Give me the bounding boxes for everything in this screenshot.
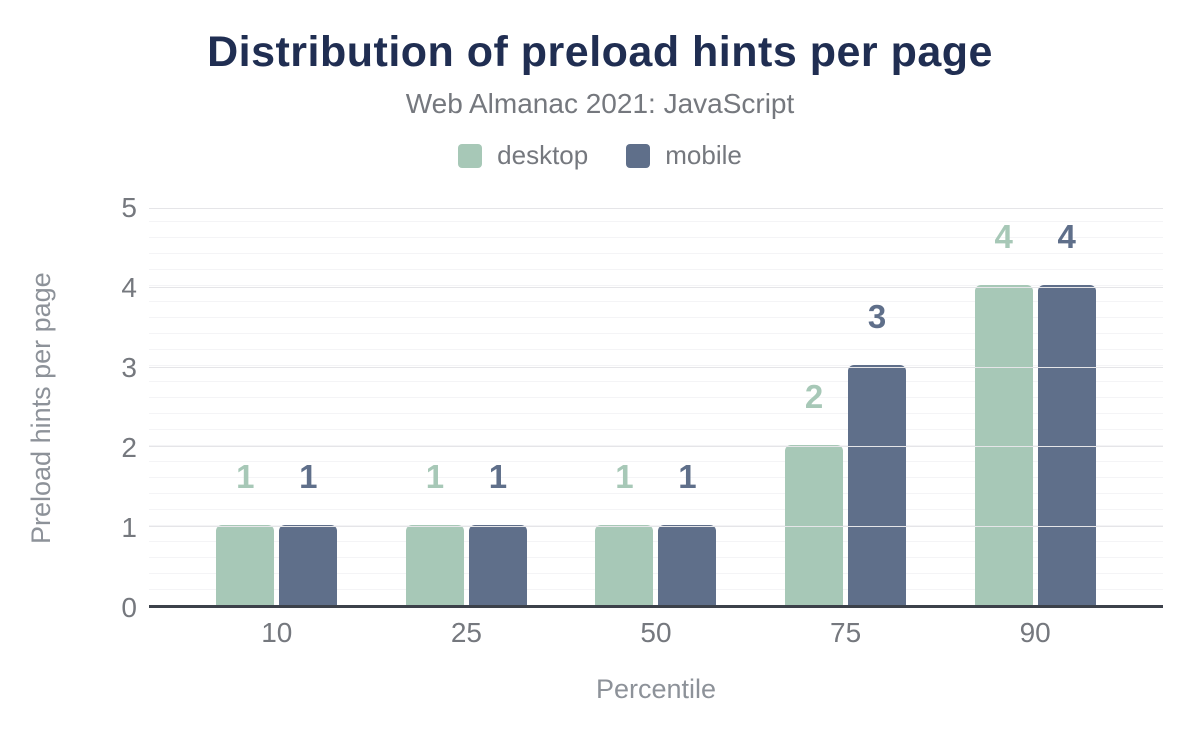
desktop-bar-p10[interactable] [216, 525, 275, 605]
x-tick-label-75: 75 [830, 617, 862, 648]
y-tick-label-0: 0 [121, 592, 137, 623]
y-tick-label-2: 2 [121, 432, 137, 463]
y-tick-label-1: 1 [121, 512, 137, 543]
major-gridline-2 [149, 446, 1163, 448]
mobile-bar-p25[interactable] [468, 525, 527, 605]
chart-subtitle: Web Almanac 2021: JavaScript [405, 88, 795, 119]
x-axis-title: Percentile [595, 674, 717, 704]
desktop-bar-wrap-p10: 1 [216, 458, 275, 605]
x-tick-label-50: 50 [640, 617, 672, 648]
desktop-bar-value-label-p75: 2 [804, 378, 824, 415]
chart-title: Distribution of preload hints per page [207, 28, 993, 76]
desktop-bar-value-label-p50: 1 [615, 458, 634, 495]
mobile-bar-p50[interactable] [658, 525, 717, 605]
legend-label-desktop: desktop [497, 140, 589, 170]
mobile-bar-value-label-p25: 1 [488, 458, 508, 495]
major-gridline-5 [149, 208, 1163, 209]
desktop-bar-wrap-p90: 4 [974, 218, 1033, 605]
y-axis-ticks: 0 1 2 3 4 5 [0, 194, 137, 622]
mobile-bar-value-label-p75: 3 [867, 298, 887, 335]
major-gridline-4 [149, 287, 1163, 289]
legend-item-desktop: desktop [458, 140, 588, 171]
y-tick-label-5: 5 [121, 192, 137, 223]
desktop-swatch-icon [458, 143, 483, 168]
mobile-bar-wrap-p50: 1 [658, 458, 717, 605]
mobile-swatch-icon [626, 143, 651, 168]
major-gridline-1 [149, 525, 1163, 527]
mobile-bar-value-label-p10: 1 [299, 458, 318, 495]
desktop-bar-p25[interactable] [405, 525, 464, 605]
desktop-bar-value-label-p10: 1 [236, 458, 255, 495]
desktop-bar-wrap-p75: 2 [785, 378, 844, 605]
x-axis-ticks: 10 25 50 75 90 [149, 617, 1163, 649]
mobile-bar-p90[interactable] [1037, 285, 1096, 605]
desktop-bar-p50[interactable] [595, 525, 654, 605]
mobile-bar-p75[interactable] [848, 365, 907, 605]
desktop-bar-wrap-p25: 1 [405, 458, 464, 605]
mobile-bar-p10[interactable] [279, 525, 338, 605]
desktop-bar-p75[interactable] [785, 445, 844, 605]
x-tick-label-10: 10 [261, 617, 293, 648]
mobile-bar-value-label-p90: 4 [1057, 218, 1076, 255]
legend-label-mobile: mobile [665, 140, 742, 170]
major-gridline-3 [149, 366, 1163, 368]
legend-item-mobile: mobile [626, 140, 742, 171]
mobile-bar-wrap-p10: 1 [279, 458, 338, 605]
x-tick-label-90: 90 [1019, 617, 1051, 648]
mobile-bar-wrap-p90: 4 [1037, 218, 1096, 605]
mobile-bar-wrap-p25: 1 [468, 458, 527, 605]
y-tick-label-4: 4 [121, 272, 137, 303]
desktop-bar-wrap-p50: 1 [595, 458, 654, 605]
mobile-bar-wrap-p75: 3 [848, 298, 907, 605]
desktop-bar-p90[interactable] [974, 285, 1033, 605]
y-tick-label-3: 3 [121, 352, 137, 383]
desktop-bar-value-label-p25: 1 [425, 458, 445, 495]
desktop-bar-value-label-p90: 4 [994, 218, 1013, 255]
legend: desktop mobile [0, 140, 1200, 171]
x-tick-label-25: 25 [450, 617, 482, 648]
mobile-bar-value-label-p50: 1 [678, 458, 697, 495]
